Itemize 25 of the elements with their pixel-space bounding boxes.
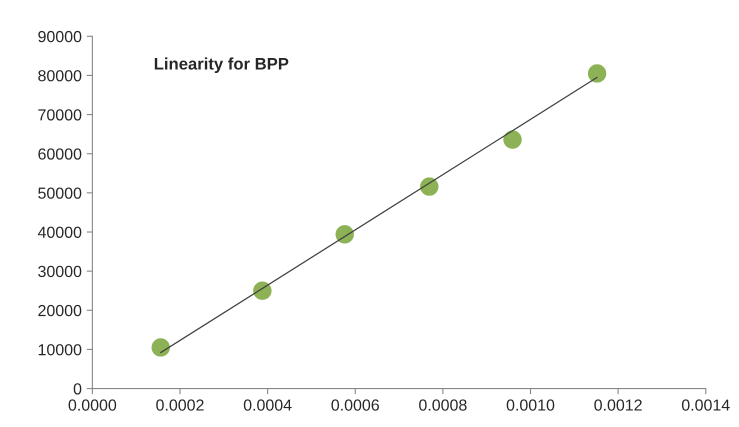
x-tick-label: 0.0014	[682, 399, 730, 411]
x-tick-label: 0.0002	[156, 399, 204, 411]
y-tick-label: 90000	[38, 30, 82, 42]
x-tick-label: 0.0004	[244, 399, 292, 411]
x-tick-label: 0.0012	[594, 399, 642, 411]
y-tick-label: 20000	[38, 304, 82, 316]
point	[503, 130, 522, 149]
y-tick-label: 50000	[38, 187, 82, 199]
point	[420, 177, 438, 196]
point	[588, 64, 606, 83]
y-tick-label: 30000	[38, 266, 82, 278]
point	[253, 282, 272, 300]
y-tick-label: 70000	[38, 109, 82, 121]
y-tick-label: 80000	[38, 70, 82, 82]
y-tick-label: 0	[74, 383, 82, 395]
y-tick-label: 10000	[38, 344, 82, 356]
x-tick-label: 0.0000	[68, 399, 116, 411]
x-tick-label: 0.0010	[506, 399, 554, 411]
x-tick-label: 0.0008	[419, 399, 467, 411]
y-tick-label: 40000	[38, 226, 82, 238]
x-tick-label: 0.0006	[331, 399, 379, 411]
point	[336, 225, 354, 244]
y-tick-label: 60000	[38, 148, 82, 160]
point	[152, 338, 170, 357]
text: Linearity for BPP	[154, 57, 288, 73]
